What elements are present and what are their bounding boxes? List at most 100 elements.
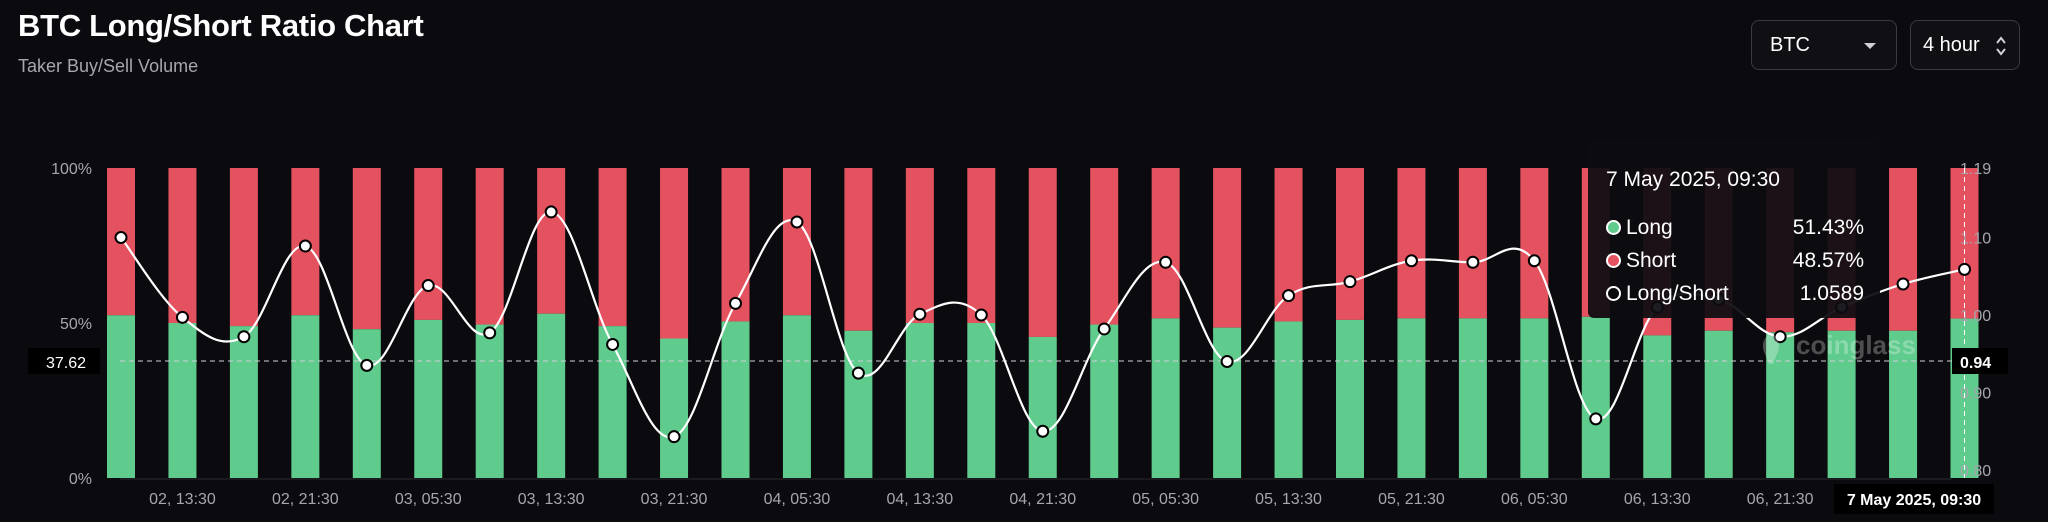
- ratio-point[interactable]: [667, 430, 681, 444]
- short-bar[interactable]: [721, 168, 750, 322]
- tooltip-short-label: Short: [1626, 249, 1677, 272]
- long-bar[interactable]: [660, 338, 689, 479]
- right-axis-tick-label: 1.10: [1960, 231, 1991, 248]
- coin-select[interactable]: BTC: [1751, 20, 1897, 70]
- crosshair-left-label-box: [28, 348, 100, 374]
- short-bar[interactable]: [537, 168, 566, 314]
- tooltip-short-value: 48.57%: [1792, 249, 1864, 272]
- short-bar[interactable]: [660, 168, 689, 339]
- ratio-point[interactable]: [790, 215, 804, 229]
- long-bar[interactable]: [782, 315, 811, 478]
- left-axis-tick-label: 0%: [69, 471, 92, 488]
- ratio-point[interactable]: [1773, 330, 1787, 344]
- long-bar[interactable]: [1581, 316, 1610, 478]
- ratio-point[interactable]: [114, 231, 128, 244]
- x-axis-tick-label: 03, 21:30: [641, 491, 708, 508]
- long-bar[interactable]: [1827, 330, 1856, 478]
- long-bar[interactable]: [1028, 336, 1057, 478]
- long-bar[interactable]: [475, 324, 504, 478]
- short-bar[interactable]: [1213, 168, 1242, 328]
- ratio-point[interactable]: [1589, 412, 1603, 426]
- long-bar[interactable]: [1213, 327, 1242, 478]
- x-axis-tick-label: 04, 13:30: [886, 491, 953, 508]
- long-bar[interactable]: [1274, 321, 1303, 478]
- long-bar[interactable]: [721, 321, 750, 478]
- ratio-point[interactable]: [1220, 355, 1234, 368]
- ratio-point[interactable]: [913, 307, 927, 321]
- crosshair-bottom-label: 7 May 2025, 09:30: [1847, 492, 1981, 509]
- left-axis-tick-label: 50%: [60, 316, 92, 333]
- long-bar[interactable]: [967, 323, 996, 478]
- ratio-point[interactable]: [1036, 424, 1050, 438]
- ratio-point[interactable]: [1527, 254, 1541, 268]
- ratio-point[interactable]: [544, 205, 558, 219]
- ratio-point[interactable]: [360, 358, 374, 372]
- ratio-point[interactable]: [1097, 322, 1111, 336]
- ratio-point[interactable]: [974, 308, 988, 322]
- interval-select[interactable]: 4 hour: [1910, 20, 2020, 70]
- ratio-point[interactable]: [851, 366, 865, 380]
- long-bar[interactable]: [598, 326, 627, 478]
- short-bar[interactable]: [1458, 168, 1487, 319]
- ratio-point[interactable]: [1159, 255, 1173, 269]
- short-bar[interactable]: [1336, 168, 1364, 320]
- short-bar[interactable]: [782, 168, 811, 316]
- short-bar[interactable]: [905, 168, 934, 323]
- short-bar[interactable]: [168, 168, 197, 323]
- chart-subtitle: Taker Buy/Sell Volume: [18, 56, 199, 76]
- ratio-point[interactable]: [1343, 275, 1357, 289]
- chart-title: BTC Long/Short Ratio Chart: [18, 8, 424, 43]
- long-bar[interactable]: [1397, 318, 1426, 478]
- short-bar[interactable]: [1090, 168, 1119, 325]
- short-bar[interactable]: [598, 168, 627, 327]
- long-bar[interactable]: [1643, 335, 1672, 478]
- x-axis-tick-label: 04, 21:30: [1009, 491, 1076, 508]
- ratio-point[interactable]: [1282, 289, 1296, 303]
- ratio-point[interactable]: [1466, 255, 1480, 269]
- long-bar[interactable]: [168, 323, 197, 478]
- ratio-point[interactable]: [175, 310, 189, 324]
- coin-select-value: BTC: [1770, 33, 1810, 56]
- ratio-point[interactable]: [421, 279, 435, 293]
- ratio-point[interactable]: [237, 330, 251, 344]
- short-bar[interactable]: [1151, 168, 1180, 319]
- long-bar[interactable]: [905, 323, 934, 478]
- short-bar[interactable]: [1397, 168, 1426, 319]
- long-bar[interactable]: [1336, 319, 1364, 478]
- long-bar[interactable]: [107, 315, 135, 478]
- long-bar[interactable]: [352, 329, 381, 478]
- long-bar[interactable]: [537, 313, 566, 478]
- short-bar[interactable]: [1889, 168, 1918, 331]
- long-bar[interactable]: [414, 319, 443, 478]
- ratio-point[interactable]: [298, 239, 312, 253]
- long-bar[interactable]: [1889, 330, 1918, 478]
- long-bar[interactable]: [1520, 318, 1549, 478]
- ratio-point[interactable]: [1896, 277, 1910, 291]
- ratio-point[interactable]: [1958, 262, 1971, 276]
- x-axis-tick-label: 04, 05:30: [764, 491, 831, 508]
- short-bar[interactable]: [229, 168, 258, 327]
- long-bar[interactable]: [1704, 330, 1733, 478]
- short-bar[interactable]: [1520, 168, 1549, 319]
- short-bar[interactable]: [1028, 168, 1057, 337]
- long-bar[interactable]: [1766, 332, 1795, 478]
- long-bar[interactable]: [229, 326, 258, 478]
- short-bar[interactable]: [844, 168, 873, 331]
- short-bar[interactable]: [414, 168, 443, 320]
- ratio-point[interactable]: [483, 326, 497, 340]
- short-bar[interactable]: [967, 168, 996, 323]
- ratio-point[interactable]: [729, 296, 742, 310]
- long-bar[interactable]: [1151, 318, 1180, 478]
- long-dot-icon: [1606, 220, 1621, 235]
- long-bar[interactable]: [1090, 324, 1119, 478]
- crosshair-right-label: 0.94: [1960, 355, 1991, 372]
- long-bar[interactable]: [1458, 318, 1487, 478]
- ratio-point[interactable]: [1404, 254, 1418, 268]
- short-bar[interactable]: [352, 168, 381, 330]
- up-down-chevron-icon: [1996, 36, 2006, 56]
- short-bar[interactable]: [475, 168, 504, 325]
- interval-select-value: 4 hour: [1923, 33, 1980, 56]
- long-bar[interactable]: [844, 330, 873, 478]
- long-bar[interactable]: [291, 315, 320, 478]
- ratio-point[interactable]: [606, 337, 620, 351]
